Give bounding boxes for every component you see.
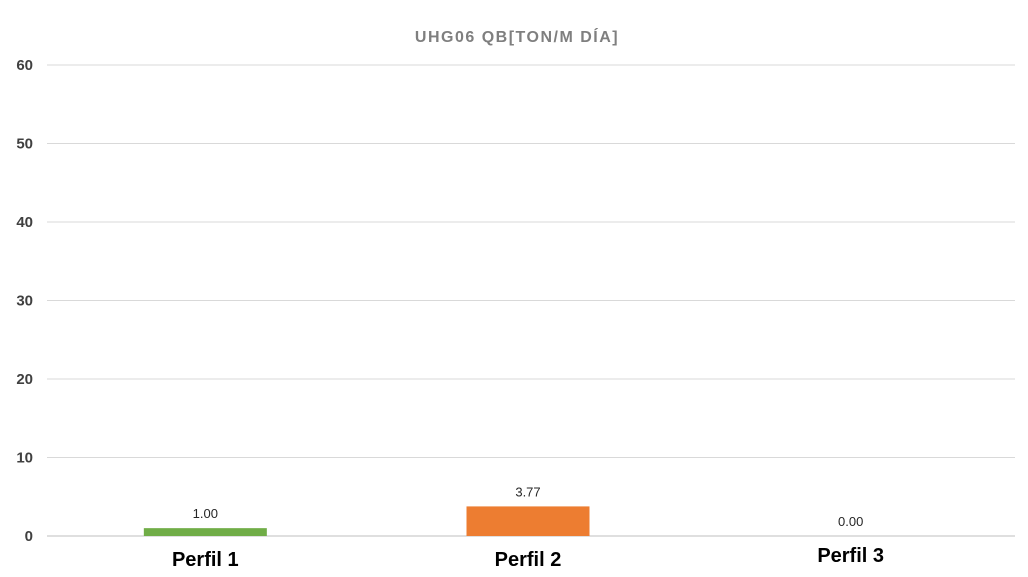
bar-perfil-2 <box>466 506 590 536</box>
y-tick-label: 50 <box>16 136 33 153</box>
x-axis-ticks: Perfil 1 Perfil 2 Perfil 3 <box>172 545 884 571</box>
data-label: 3.77 <box>515 484 540 499</box>
y-tick-label: 40 <box>16 214 33 231</box>
y-axis-ticks: 0 10 20 30 40 50 60 <box>16 57 33 545</box>
bars <box>143 506 590 536</box>
gridlines <box>47 64 1015 537</box>
x-tick-label: Perfil 3 <box>817 545 884 567</box>
y-tick-label: 60 <box>16 57 33 74</box>
chart-title: UHG06 QB[TON/M DÍA] <box>415 27 619 46</box>
x-tick-label: Perfil 2 <box>495 549 562 571</box>
data-label: 1.00 <box>193 506 218 521</box>
y-tick-label: 30 <box>16 293 33 310</box>
y-tick-label: 10 <box>16 450 33 467</box>
y-tick-label: 0 <box>25 528 33 545</box>
bar-perfil-1 <box>143 528 267 536</box>
x-tick-label: Perfil 1 <box>172 549 239 571</box>
y-tick-label: 20 <box>16 371 33 388</box>
data-labels: 1.00 3.77 0.00 <box>193 484 864 529</box>
data-label: 0.00 <box>838 514 863 529</box>
